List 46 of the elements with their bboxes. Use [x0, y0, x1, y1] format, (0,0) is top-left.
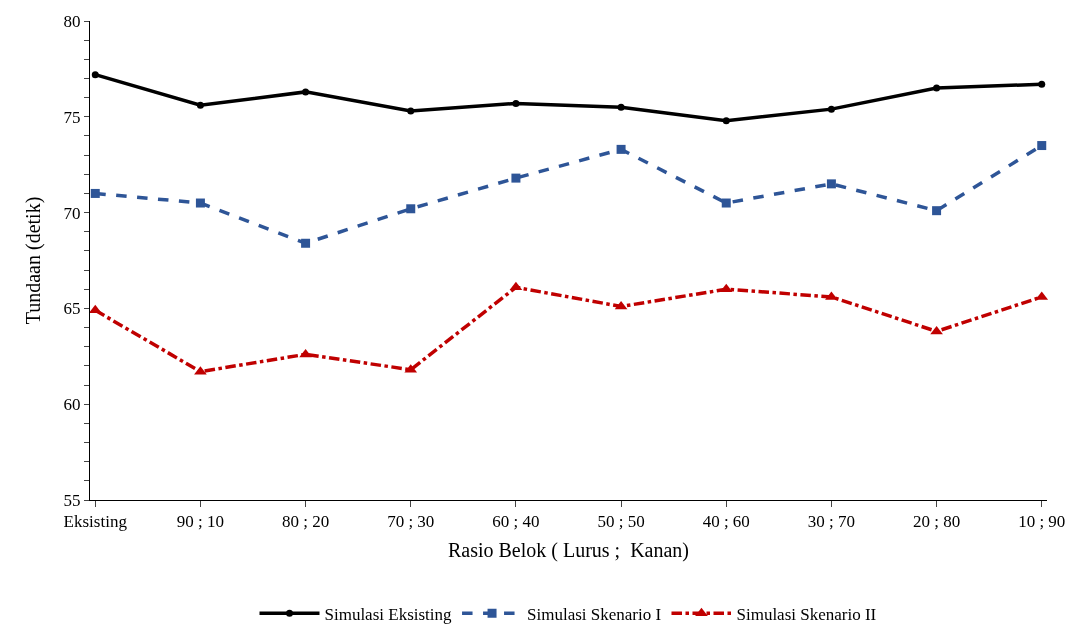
point: [930, 325, 943, 335]
y-tick-label: 80: [63, 11, 81, 31]
x-tick-label: 70 ; 30: [387, 512, 435, 532]
y-tick-label: 75: [63, 107, 81, 127]
x-tick-label: 90 ; 10: [176, 512, 225, 532]
point: [826, 179, 836, 189]
x-tick-label: 20 ; 80: [912, 512, 961, 532]
point: [406, 204, 416, 214]
x-tick-label: 50 ; 50: [597, 512, 645, 532]
x-tick-label: Eksisting: [63, 512, 128, 532]
x-axis-title: Rasio Belok ( Lurus ; Kanan): [447, 538, 690, 562]
x-tick-label: 40 ; 60: [702, 512, 750, 532]
legend-label: Simulasi Skenario I: [527, 604, 662, 624]
legend-label: Simulasi Eksisting: [324, 604, 453, 624]
point: [299, 348, 312, 358]
point: [512, 99, 520, 107]
point: [614, 300, 628, 310]
point: [932, 206, 942, 216]
point: [617, 103, 625, 111]
point: [88, 304, 102, 314]
point: [827, 105, 835, 113]
point: [90, 188, 100, 198]
y-tick-label: 70: [63, 203, 81, 223]
y-tick-label: 60: [63, 395, 81, 415]
y-axis-title: Tundaan (detik): [22, 196, 45, 325]
x-tick-label: 60 ; 40: [492, 512, 540, 532]
point: [933, 84, 941, 92]
point: [196, 101, 204, 109]
point: [91, 71, 99, 79]
x-tick-label: 10 ; 90: [1018, 512, 1066, 532]
point: [616, 144, 626, 154]
y-tick-label: 65: [63, 299, 81, 319]
point: [722, 117, 730, 125]
point: [721, 198, 731, 208]
point: [195, 198, 205, 208]
point: [407, 107, 415, 115]
point: [301, 238, 311, 248]
point: [1037, 141, 1047, 151]
point: [509, 281, 523, 291]
y-tick-label: 55: [63, 490, 81, 510]
point: [511, 173, 521, 183]
legend-label: Simulasi Skenario II: [736, 604, 877, 624]
x-tick-label: 30 ; 70: [807, 512, 856, 532]
x-tick-label: 80 ; 20: [281, 512, 330, 532]
point: [302, 88, 310, 96]
point: [1038, 80, 1046, 88]
